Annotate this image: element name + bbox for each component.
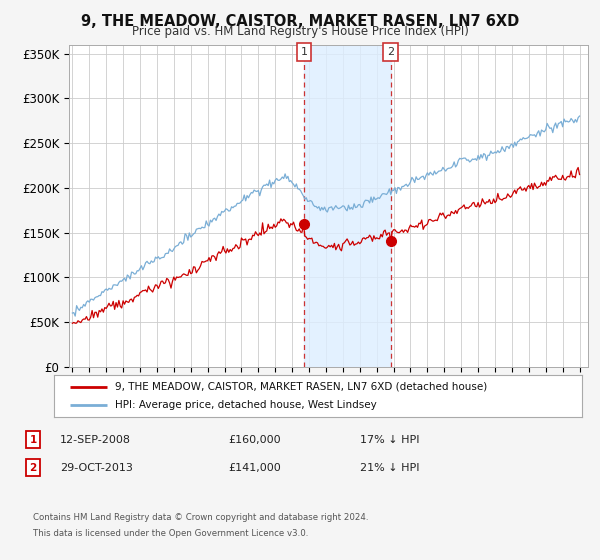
- Text: 2: 2: [387, 47, 394, 57]
- Text: HPI: Average price, detached house, West Lindsey: HPI: Average price, detached house, West…: [115, 400, 376, 410]
- Text: This data is licensed under the Open Government Licence v3.0.: This data is licensed under the Open Gov…: [33, 529, 308, 538]
- Text: 1: 1: [29, 435, 37, 445]
- Text: Price paid vs. HM Land Registry's House Price Index (HPI): Price paid vs. HM Land Registry's House …: [131, 25, 469, 38]
- Text: 21% ↓ HPI: 21% ↓ HPI: [360, 463, 419, 473]
- Text: £160,000: £160,000: [228, 435, 281, 445]
- Text: 1: 1: [301, 47, 307, 57]
- Text: 17% ↓ HPI: 17% ↓ HPI: [360, 435, 419, 445]
- Text: 9, THE MEADOW, CAISTOR, MARKET RASEN, LN7 6XD: 9, THE MEADOW, CAISTOR, MARKET RASEN, LN…: [81, 14, 519, 29]
- Text: Contains HM Land Registry data © Crown copyright and database right 2024.: Contains HM Land Registry data © Crown c…: [33, 514, 368, 522]
- Bar: [304, 45, 391, 367]
- Text: 9, THE MEADOW, CAISTOR, MARKET RASEN, LN7 6XD (detached house): 9, THE MEADOW, CAISTOR, MARKET RASEN, LN…: [115, 382, 487, 392]
- Text: 12-SEP-2008: 12-SEP-2008: [60, 435, 131, 445]
- Text: 2: 2: [29, 463, 37, 473]
- Text: 29-OCT-2013: 29-OCT-2013: [60, 463, 133, 473]
- Text: £141,000: £141,000: [228, 463, 281, 473]
